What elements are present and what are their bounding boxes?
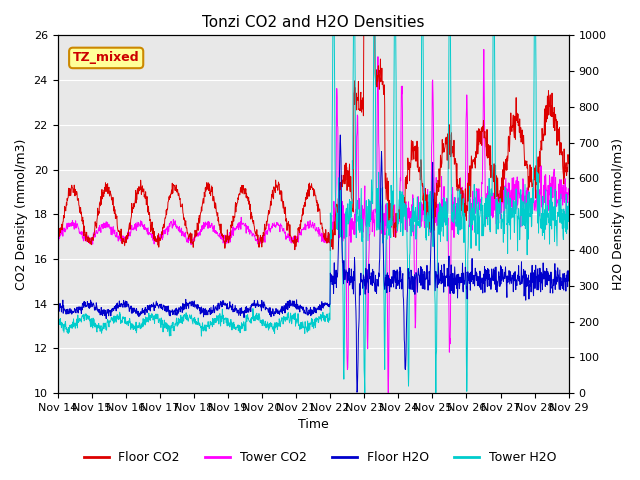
X-axis label: Time: Time (298, 419, 328, 432)
Y-axis label: CO2 Density (mmol/m3): CO2 Density (mmol/m3) (15, 139, 28, 290)
Text: TZ_mixed: TZ_mixed (73, 51, 140, 64)
Title: Tonzi CO2 and H2O Densities: Tonzi CO2 and H2O Densities (202, 15, 424, 30)
Legend: Floor CO2, Tower CO2, Floor H2O, Tower H2O: Floor CO2, Tower CO2, Floor H2O, Tower H… (79, 446, 561, 469)
Y-axis label: H2O Density (mmol/m3): H2O Density (mmol/m3) (612, 138, 625, 290)
